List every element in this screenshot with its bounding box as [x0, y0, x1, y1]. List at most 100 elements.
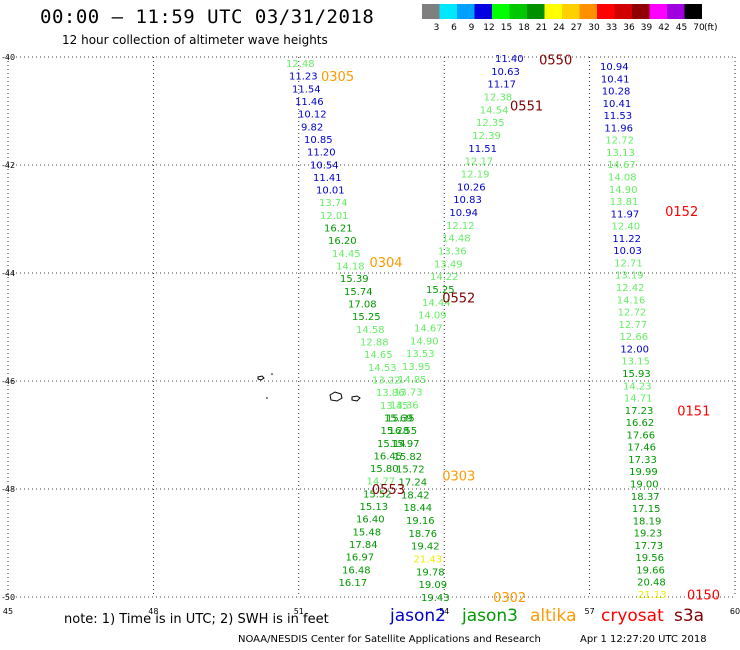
wave-height-value: 14.48: [442, 234, 471, 245]
legend-swatch-21: [527, 4, 545, 19]
legend-label-9: 9: [469, 23, 475, 33]
pass-labels: 0305 0304 0303 0302 0550 0551 0552 0553 0152 0151…: [321, 54, 720, 606]
island-crozet-main: [329, 391, 343, 402]
legend-label-12: 12: [483, 23, 494, 33]
footer-note: note: 1) Time is in UTC; 2) SWH is in fe…: [64, 612, 329, 627]
pass-label-0553: 0553: [372, 483, 405, 498]
wave-height-value: 9.82: [301, 122, 323, 133]
lon-tick-57: 57: [585, 607, 595, 616]
wave-height-value: 14.90: [410, 336, 439, 347]
island-prince-edward: [257, 375, 265, 381]
legend-swatch-12: [474, 4, 492, 19]
wave-height-value: 13.49: [434, 259, 463, 270]
wave-height-value: 17.84: [349, 540, 378, 551]
wave-height-value: 15.69: [384, 413, 413, 424]
color-legend: 3 6 9 12 15 18 21 24 27 30 33 36 39 42 45 70 (ft): [422, 4, 732, 38]
wave-height-value: 10.94: [600, 62, 629, 73]
legend-swatch-15: [492, 4, 510, 19]
wave-height-value: 15.25: [352, 312, 381, 323]
legend-swatch-24: [544, 4, 562, 19]
pass-label-0151: 0151: [677, 405, 710, 420]
wave-height-value: 14.67: [414, 324, 443, 335]
pass-label-0551: 0551: [510, 100, 543, 115]
lon-tick-48: 48: [148, 607, 158, 616]
wave-height-value: 13.86: [376, 388, 405, 399]
wave-height-value: 13.36: [438, 247, 467, 258]
legend-label-45: 45: [676, 23, 687, 33]
wave-height-value: 11.23: [289, 72, 318, 83]
lon-tick-54: 54: [439, 607, 449, 616]
wave-height-value: 12.72: [605, 136, 634, 147]
wave-height-value: 14.09: [418, 311, 447, 322]
legend-label-6: 6: [451, 23, 457, 33]
wave-height-value: 19.78: [416, 567, 445, 578]
wave-height-value: 11.51: [468, 144, 497, 155]
wave-height-value: 14.53: [368, 363, 397, 374]
wave-height-value: 18.76: [409, 529, 438, 540]
wave-height-value: 12.12: [446, 221, 475, 232]
wave-height-value: 13.13: [606, 148, 635, 159]
wave-height-value: 18.37: [631, 492, 660, 503]
wave-height-value: 14.16: [617, 295, 646, 306]
wave-height-value: 12.66: [619, 332, 648, 343]
satellite-cryosat: cryosat: [601, 606, 664, 626]
wave-height-value: 15.14: [377, 439, 406, 450]
satellite-altika: altika: [530, 606, 577, 626]
wave-height-value: 12.01: [320, 211, 349, 222]
wave-height-value: 16.45: [374, 451, 403, 462]
wave-height-value: 15.80: [370, 464, 399, 475]
legend-swatch-42: [649, 4, 667, 19]
wave-height-value: 13.73: [394, 388, 423, 399]
wave-height-value: 15.25: [426, 285, 455, 296]
wave-height-value: 16.55: [389, 426, 418, 437]
wave-height-value: 17.66: [627, 430, 656, 441]
wave-height-value: 12.38: [484, 93, 513, 104]
wave-height-value: 13.19: [615, 271, 644, 282]
wave-height-value: 19.09: [419, 580, 448, 591]
lat-tick--42: -42: [2, 161, 15, 170]
legend-swatch-45: [667, 4, 685, 19]
wave-height-value: 10.94: [449, 208, 478, 219]
wave-height-value: 13.53: [406, 349, 435, 360]
wave-height-value: 13.81: [610, 197, 639, 208]
wave-height-value: 17.23: [625, 406, 654, 417]
lat-tick--46: -46: [2, 377, 15, 386]
wave-height-value: 19.43: [421, 593, 450, 604]
wave-height-value: 12.88: [360, 337, 389, 348]
wave-height-value: 17.73: [634, 541, 663, 552]
credit-line: NOAA/NESDIS Center for Satellite Applica…: [238, 634, 541, 645]
wave-height-value: 13.22: [372, 375, 401, 386]
legend-label-18: 18: [518, 23, 530, 33]
legend-swatch-27: [562, 4, 580, 19]
wave-height-value: 12.48: [286, 59, 315, 70]
wave-height-value: 17.08: [348, 300, 377, 311]
lat-tick--50: -50: [2, 593, 15, 602]
lon-tick-45: 45: [3, 607, 13, 616]
wave-height-value: 19.42: [411, 542, 440, 553]
wave-height-value: 11.97: [611, 209, 640, 220]
pass-label-0304: 0304: [369, 256, 402, 271]
wave-height-value: 12.71: [614, 258, 643, 269]
wave-height-value: 18.19: [633, 516, 662, 527]
wave-height-value: 11.96: [604, 123, 633, 134]
wave-height-value: 11.53: [604, 111, 633, 122]
legend-label-15: 15: [501, 23, 512, 33]
map-axes: 45 48 51 54 57 60 -40 -42 -44 -46 -48 -50: [2, 53, 740, 616]
wave-height-value: 11.40: [495, 54, 524, 65]
generated-timestamp: Apr 1 12:27:20 UTC 2018: [580, 634, 707, 645]
legend-swatch-30: [579, 4, 597, 19]
pass-label-0303: 0303: [442, 470, 475, 485]
wave-height-value: 15.82: [394, 452, 423, 463]
wave-height-value: 14.45: [332, 249, 361, 260]
wave-height-value: 19.66: [636, 565, 665, 576]
wave-height-value: 13.74: [319, 198, 348, 209]
island-small-dot-2: [266, 397, 268, 399]
wave-height-value: 19.56: [635, 553, 664, 564]
wave-height-value: 14.85: [398, 375, 427, 386]
wave-height-value: 13.95: [402, 362, 431, 373]
wave-height-value: 17.24: [399, 478, 428, 489]
track-0305: 12.4811.2311.5411.4610.129.8210.8511.201…: [286, 59, 413, 589]
wave-height-value: 16.17: [339, 578, 368, 589]
wave-height-value: 14.18: [336, 262, 365, 273]
